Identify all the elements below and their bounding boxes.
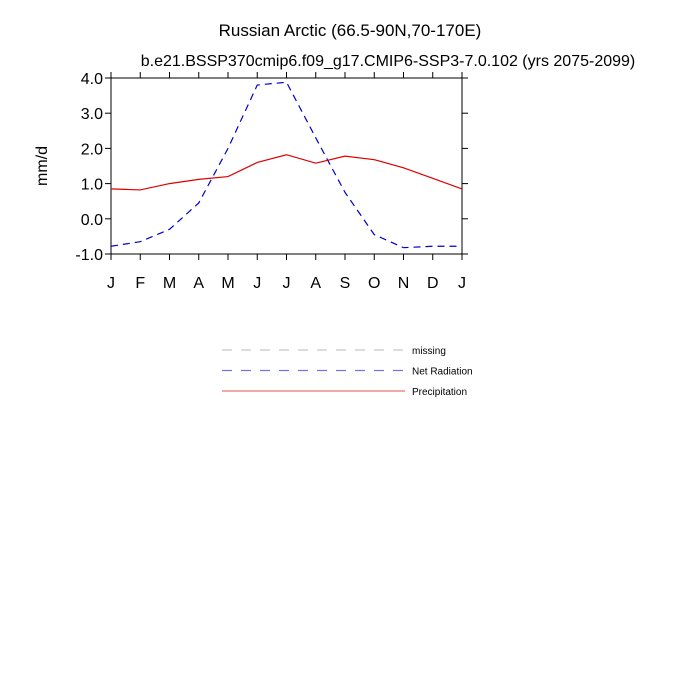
- x-tick-label: M: [221, 275, 234, 292]
- x-tick-label: S: [340, 275, 351, 292]
- x-tick-label: N: [398, 275, 410, 292]
- y-tick-label: 3.0: [81, 106, 103, 123]
- plot-frame: [110, 77, 463, 255]
- series-line: [110, 154, 463, 191]
- y-tick-label: -1.0: [75, 247, 103, 264]
- legend-label: missing: [412, 346, 446, 357]
- x-tick-label: J: [107, 275, 115, 292]
- y-tick-label: 2.0: [81, 141, 103, 158]
- y-tick-label: 1.0: [81, 177, 103, 194]
- y-tick-label: 4.0: [81, 71, 103, 88]
- chart-subtitle: b.e21.BSSP370cmip6.f09_g17.CMIP6-SSP3-7.…: [141, 53, 636, 70]
- y-tick-label: 0.0: [81, 212, 103, 229]
- chart-title: Russian Arctic (66.5-90N,70-170E): [219, 21, 482, 40]
- legend-label: Precipitation: [412, 387, 467, 398]
- x-tick-label: J: [283, 275, 291, 292]
- x-tick-label: A: [193, 275, 204, 292]
- x-tick-label: M: [163, 275, 176, 292]
- series-line: [110, 81, 462, 249]
- x-tick-label: O: [368, 275, 380, 292]
- x-tick-label: D: [427, 275, 439, 292]
- x-tick-label: J: [458, 275, 466, 292]
- x-tick-label: A: [310, 275, 321, 292]
- x-tick-label: J: [253, 275, 261, 292]
- y-axis-label: mm/d: [34, 146, 51, 186]
- x-tick-label: F: [135, 275, 145, 292]
- legend-label: Net Radiation: [412, 367, 473, 378]
